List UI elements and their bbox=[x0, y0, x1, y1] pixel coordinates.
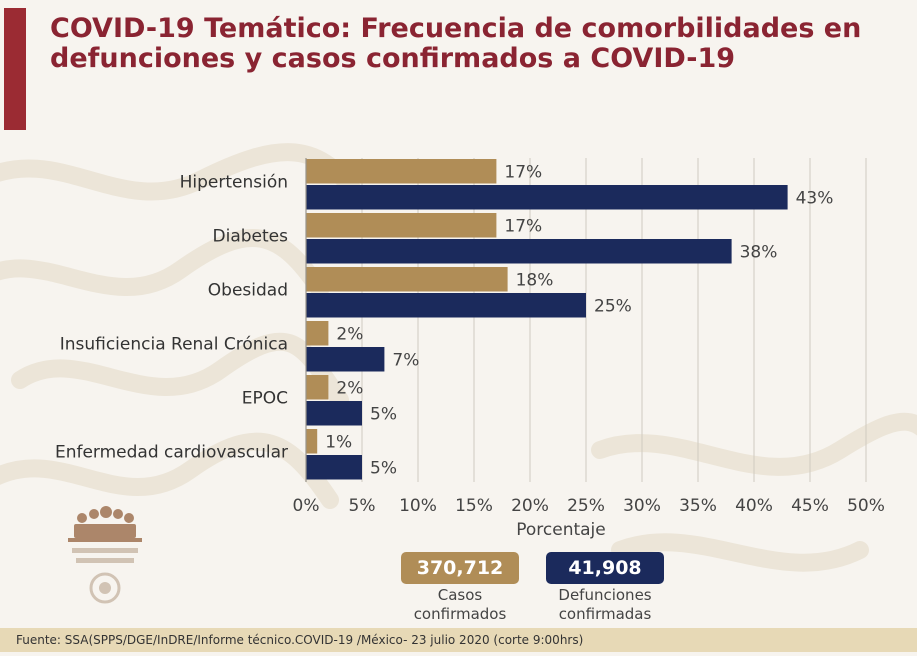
category-label: Diabetes bbox=[213, 227, 289, 247]
data-label-casos: 18% bbox=[516, 270, 554, 290]
legend-casos-label: Casos confirmados bbox=[385, 586, 535, 624]
legend-casos-label-line2: confirmados bbox=[413, 605, 507, 623]
legend-defunciones-value: 41,908 bbox=[546, 552, 664, 584]
data-label-defunciones: 38% bbox=[740, 242, 778, 262]
source-footer: Fuente: SSA(SPPS/DGE/InDRE/Informe técni… bbox=[0, 628, 917, 652]
data-label-casos: 17% bbox=[504, 216, 542, 236]
x-tick-label: 5% bbox=[349, 496, 376, 516]
x-tick-label: 0% bbox=[293, 496, 320, 516]
x-tick-label: 10% bbox=[399, 496, 437, 516]
bar-defunciones bbox=[306, 347, 385, 372]
page-title: COVID-19 Temático: Frecuencia de comorbi… bbox=[50, 13, 862, 74]
legend-defunciones-label-line1: Defunciones bbox=[558, 586, 652, 604]
bar-defunciones bbox=[306, 185, 788, 210]
bar-defunciones bbox=[306, 293, 586, 318]
data-label-defunciones: 25% bbox=[594, 296, 632, 316]
government-logo-icon bbox=[68, 506, 142, 604]
category-label: Enfermedad cardiovascular bbox=[55, 443, 288, 463]
bar-casos bbox=[306, 429, 318, 454]
bar-defunciones bbox=[306, 455, 362, 480]
x-axis-label: Porcentaje bbox=[516, 520, 606, 540]
bar-casos bbox=[306, 159, 497, 184]
x-tick-label: 45% bbox=[791, 496, 829, 516]
legend-casos-label-line1: Casos bbox=[437, 586, 483, 604]
x-tick-label: 50% bbox=[847, 496, 885, 516]
data-label-defunciones: 5% bbox=[370, 404, 397, 424]
bar-defunciones bbox=[306, 239, 732, 264]
legend-casos-value: 370,712 bbox=[401, 552, 519, 584]
comorbidity-bar-chart: 0% 5% 10% 15% 20% 25% 30% 35% 40% 45% 50%Porcentaj… bbox=[55, 158, 885, 540]
category-label: Insuficiencia Renal Crónica bbox=[60, 335, 288, 355]
x-tick-label: 35% bbox=[679, 496, 717, 516]
data-label-defunciones: 5% bbox=[370, 458, 397, 478]
category-label: Hipertensión bbox=[180, 173, 288, 193]
category-label: Obesidad bbox=[208, 281, 288, 301]
legend-defunciones-label-line2: confirmadas bbox=[558, 605, 652, 623]
bar-casos bbox=[306, 321, 329, 346]
category-label: EPOC bbox=[242, 389, 288, 409]
bar-casos bbox=[306, 213, 497, 238]
x-tick-label: 25% bbox=[567, 496, 605, 516]
x-tick-label: 15% bbox=[455, 496, 493, 516]
bar-casos bbox=[306, 267, 508, 292]
x-tick-label: 20% bbox=[511, 496, 549, 516]
legend-defunciones-label: Defunciones confirmadas bbox=[530, 586, 680, 624]
data-label-defunciones: 7% bbox=[392, 350, 419, 370]
data-label-casos: 17% bbox=[504, 162, 542, 182]
data-label-defunciones: 43% bbox=[796, 188, 834, 208]
bar-casos bbox=[306, 375, 329, 400]
data-label-casos: 2% bbox=[336, 324, 363, 344]
data-label-casos: 1% bbox=[325, 432, 352, 452]
data-label-casos: 2% bbox=[336, 378, 363, 398]
bar-defunciones bbox=[306, 401, 362, 426]
x-tick-label: 40% bbox=[735, 496, 773, 516]
x-tick-label: 30% bbox=[623, 496, 661, 516]
accent-bar bbox=[4, 8, 26, 130]
